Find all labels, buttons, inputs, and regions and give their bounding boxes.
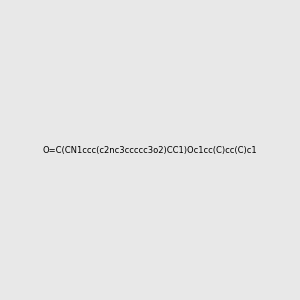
Text: O=C(CN1ccc(c2nc3ccccc3o2)CC1)Oc1cc(C)cc(C)c1: O=C(CN1ccc(c2nc3ccccc3o2)CC1)Oc1cc(C)cc(…: [43, 146, 257, 154]
